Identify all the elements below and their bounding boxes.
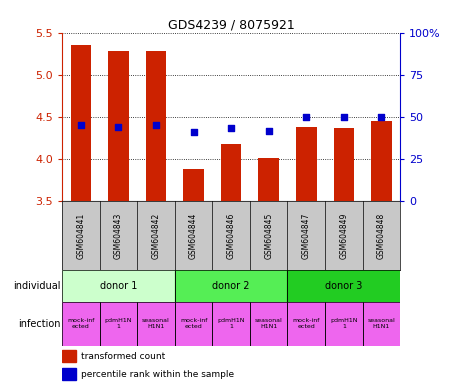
Text: percentile rank within the sample: percentile rank within the sample (80, 370, 233, 379)
Bar (100, 302, 137, 346)
Text: seasonal
H1N1: seasonal H1N1 (142, 318, 169, 329)
Bar (220, 144, 241, 201)
Bar (325, 302, 362, 346)
Bar (362, 302, 399, 346)
Bar (287, 302, 325, 346)
Bar (287, 302, 325, 346)
Bar (70, 45, 91, 201)
Bar (174, 270, 287, 302)
Bar (174, 302, 212, 346)
Bar (62, 270, 174, 302)
Bar (333, 128, 353, 201)
Bar (62, 349, 75, 362)
Bar (212, 302, 249, 346)
Bar (174, 302, 212, 346)
Point (190, 129, 197, 135)
Bar (62, 302, 100, 346)
Bar (287, 270, 399, 302)
Text: donor 1: donor 1 (100, 281, 137, 291)
Point (339, 114, 347, 120)
Bar (62, 270, 174, 302)
Bar (249, 302, 287, 346)
Bar (183, 169, 203, 201)
Bar (295, 127, 316, 201)
Text: GSM604845: GSM604845 (263, 212, 273, 259)
Bar (174, 270, 287, 302)
Text: mock-inf
ected: mock-inf ected (67, 318, 95, 329)
Bar (370, 121, 391, 201)
Point (377, 114, 384, 120)
Text: donor 2: donor 2 (212, 281, 249, 291)
Text: donor 3: donor 3 (325, 281, 362, 291)
Bar (62, 302, 100, 346)
Point (115, 124, 122, 130)
Text: GSM604843: GSM604843 (114, 212, 123, 259)
Bar (325, 302, 362, 346)
Title: GDS4239 / 8075921: GDS4239 / 8075921 (168, 18, 294, 31)
Bar (100, 302, 137, 346)
Point (227, 125, 234, 131)
Text: transformed count: transformed count (80, 352, 165, 361)
Text: individual: individual (13, 281, 60, 291)
Bar (249, 302, 287, 346)
Point (302, 114, 309, 120)
Point (152, 122, 159, 129)
Bar (108, 51, 129, 201)
Bar (287, 270, 399, 302)
Bar (146, 51, 166, 201)
Text: pdmH1N
1: pdmH1N 1 (217, 318, 244, 329)
Text: GSM604841: GSM604841 (76, 212, 85, 258)
Bar (362, 302, 399, 346)
Point (264, 128, 272, 134)
Text: GSM604849: GSM604849 (339, 212, 347, 259)
Text: seasonal
H1N1: seasonal H1N1 (367, 318, 394, 329)
Text: mock-inf
ected: mock-inf ected (292, 318, 319, 329)
Bar (137, 302, 174, 346)
Bar (258, 158, 279, 201)
Bar (62, 367, 75, 380)
Text: GSM604846: GSM604846 (226, 212, 235, 259)
Text: GSM604848: GSM604848 (376, 212, 385, 258)
Text: pdmH1N
1: pdmH1N 1 (330, 318, 357, 329)
Text: GSM604842: GSM604842 (151, 212, 160, 258)
Text: mock-inf
ected: mock-inf ected (179, 318, 207, 329)
Text: GSM604847: GSM604847 (301, 212, 310, 259)
Bar (212, 302, 249, 346)
Text: infection: infection (18, 319, 60, 329)
Text: pdmH1N
1: pdmH1N 1 (105, 318, 132, 329)
Text: seasonal
H1N1: seasonal H1N1 (254, 318, 282, 329)
Point (77, 121, 84, 127)
Bar (137, 302, 174, 346)
Text: GSM604844: GSM604844 (189, 212, 198, 259)
